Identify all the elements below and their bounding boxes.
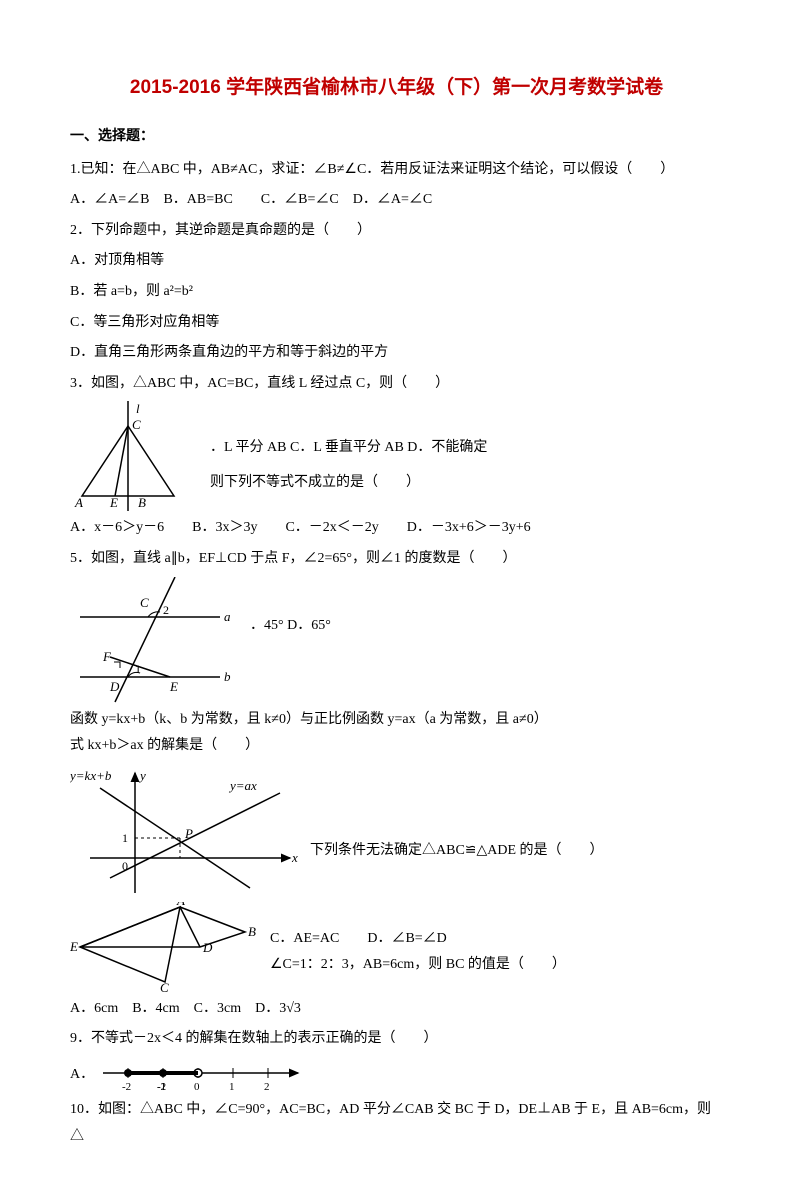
svg-text:E: E bbox=[70, 939, 78, 954]
q9-option-a-label: A． bbox=[70, 1062, 94, 1089]
question-3: 3．如图，△ABC 中，AC=BC，直线 L 经过点 C，则（ ） bbox=[70, 371, 723, 398]
question-10: 10．如图：△ABC 中，∠C=90°，AC=BC，AD 平分∠CAB 交 BC… bbox=[70, 1097, 723, 1150]
svg-text:a: a bbox=[224, 609, 231, 624]
question-2: 2．下列命题中，其逆命题是真命题的是（ ） bbox=[70, 218, 723, 245]
svg-text:l: l bbox=[136, 401, 140, 416]
question-9: 9．不等式－2x＜4 的解集在数轴上的表示正确的是（ ） bbox=[70, 1026, 723, 1053]
svg-text:1: 1 bbox=[135, 662, 141, 676]
svg-text:y=ax: y=ax bbox=[228, 778, 257, 793]
svg-text:D: D bbox=[109, 679, 120, 694]
question-1-options: A．∠A=∠B B．AB=BC C．∠B=∠C D．∠A=∠C bbox=[70, 187, 723, 214]
svg-text:E: E bbox=[169, 679, 178, 694]
svg-text:0: 0 bbox=[194, 1081, 200, 1093]
svg-text:C: C bbox=[132, 417, 141, 432]
svg-text:x: x bbox=[291, 850, 298, 865]
question-2-option-c: C．等三角形对应角相等 bbox=[70, 310, 723, 337]
q9-numberline-figure: -2 -1 -2 0 1 2 bbox=[98, 1057, 308, 1093]
svg-text:0: 0 bbox=[122, 859, 128, 873]
svg-text:2: 2 bbox=[163, 603, 169, 617]
svg-text:C: C bbox=[160, 980, 169, 992]
question-2-option-d: D．直角三角形两条直角边的平方和等于斜边的平方 bbox=[70, 340, 723, 367]
svg-text:-2: -2 bbox=[157, 1081, 166, 1093]
svg-text:E: E bbox=[109, 495, 118, 510]
question-1: 1.已知：在△ABC 中，AB≠AC，求证：∠B≠∠C．若用反证法来证明这个结论… bbox=[70, 157, 723, 184]
svg-text:A: A bbox=[74, 495, 83, 510]
page-title: 2015-2016 学年陕西省榆林市八年级（下）第一次月考数学试卷 bbox=[70, 70, 723, 106]
svg-text:B: B bbox=[248, 924, 256, 939]
q8-options-text: A．6cm B．4cm C．3cm D．3√3 bbox=[70, 1001, 301, 1016]
svg-text:B: B bbox=[138, 495, 146, 510]
svg-text:P: P bbox=[184, 826, 193, 841]
svg-text:C: C bbox=[140, 595, 149, 610]
question-2-option-b: B．若 a=b，则 a²=b² bbox=[70, 279, 723, 306]
svg-text:b: b bbox=[224, 669, 231, 684]
q6-graph-figure: x y y=kx+b y=ax P 1 0 bbox=[70, 768, 300, 898]
svg-text:A: A bbox=[176, 902, 185, 908]
q5-parallel-figure: a b C 2 F 1 D E bbox=[70, 577, 240, 707]
question-5: 5．如图，直线 a∥b，EF⊥CD 于点 F，∠2=65°，则∠1 的度数是（ … bbox=[70, 546, 723, 573]
svg-text:1: 1 bbox=[122, 831, 128, 845]
q6-stem-partial-2: 式 kx+b＞ax 的解集是（ ） bbox=[70, 733, 723, 760]
q4-options: A．x－6＞y－6 B．3x＞3y C．－2x＜－2y D．－3x+6＞－3y+… bbox=[70, 515, 723, 542]
section-heading: 一、选择题： bbox=[70, 124, 723, 151]
svg-text:F: F bbox=[102, 649, 112, 664]
svg-text:D: D bbox=[202, 940, 213, 955]
svg-text:y=kx+b: y=kx+b bbox=[70, 768, 112, 783]
svg-text:y: y bbox=[138, 768, 146, 783]
q3-triangle-figure: l C A E B bbox=[70, 401, 200, 511]
svg-text:2: 2 bbox=[264, 1081, 270, 1093]
q8-options: A．6cm B．4cm C．3cm D．3√3 bbox=[70, 996, 723, 1023]
question-2-option-a: A．对顶角相等 bbox=[70, 248, 723, 275]
svg-text:1: 1 bbox=[229, 1081, 235, 1093]
q7-quad-figure: A B E D C bbox=[70, 902, 260, 992]
svg-text:-2: -2 bbox=[122, 1081, 131, 1093]
